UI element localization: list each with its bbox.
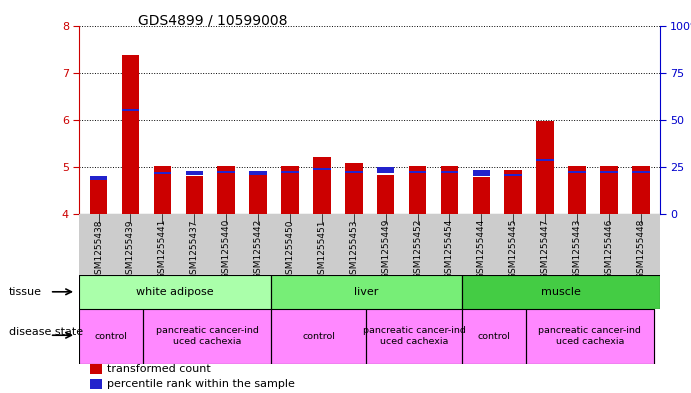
Text: transformed count: transformed count	[107, 364, 211, 375]
Text: GSM1255447: GSM1255447	[540, 219, 549, 279]
Text: control: control	[477, 332, 511, 340]
Bar	[249, 171, 267, 175]
Bar	[366, 309, 462, 364]
Bar	[271, 309, 366, 364]
Text: pancreatic cancer-ind
uced cachexia: pancreatic cancer-ind uced cachexia	[155, 326, 258, 346]
Text: GSM1255452: GSM1255452	[413, 219, 422, 279]
Bar	[409, 171, 426, 173]
Text: disease state: disease state	[9, 327, 83, 337]
Bar	[536, 159, 554, 161]
Bar	[249, 175, 267, 214]
Text: GSM1255443: GSM1255443	[572, 219, 582, 279]
Bar	[313, 157, 330, 214]
Bar	[504, 170, 522, 214]
Text: GSM1255445: GSM1255445	[509, 219, 518, 279]
Bar	[79, 309, 143, 364]
Text: GSM1255446: GSM1255446	[605, 219, 614, 279]
Bar	[185, 171, 203, 175]
Bar	[143, 309, 271, 364]
Text: GSM1255441: GSM1255441	[158, 219, 167, 279]
Bar	[218, 171, 235, 173]
Text: GSM1255437: GSM1255437	[190, 219, 199, 279]
Bar	[345, 171, 363, 173]
Bar	[281, 171, 299, 173]
Bar	[568, 171, 586, 173]
Bar	[281, 166, 299, 214]
Bar	[600, 171, 618, 173]
Text: GSM1255448: GSM1255448	[636, 219, 645, 279]
Text: GSM1255450: GSM1255450	[285, 219, 294, 279]
Bar	[504, 174, 522, 176]
Text: muscle: muscle	[541, 287, 581, 297]
Bar	[526, 309, 654, 364]
Text: GSM1255454: GSM1255454	[445, 219, 454, 279]
Text: GSM1255453: GSM1255453	[349, 219, 358, 279]
Bar	[568, 166, 586, 214]
Bar	[79, 275, 271, 309]
Bar	[536, 121, 554, 214]
Text: GSM1255444: GSM1255444	[477, 219, 486, 279]
Bar	[473, 170, 490, 176]
Bar	[122, 55, 140, 214]
Bar	[271, 275, 462, 309]
Text: pancreatic cancer-ind
uced cachexia: pancreatic cancer-ind uced cachexia	[538, 326, 641, 346]
Bar	[441, 171, 458, 173]
Bar	[473, 177, 490, 214]
Bar	[153, 166, 171, 214]
Text: percentile rank within the sample: percentile rank within the sample	[107, 379, 295, 389]
Bar	[441, 166, 458, 214]
Bar	[90, 180, 107, 214]
Text: GDS4899 / 10599008: GDS4899 / 10599008	[138, 14, 287, 28]
Text: GSM1255442: GSM1255442	[254, 219, 263, 279]
Bar	[218, 166, 235, 214]
Bar	[462, 309, 526, 364]
Bar	[632, 171, 650, 173]
Text: liver: liver	[354, 287, 379, 297]
Text: GSM1255440: GSM1255440	[222, 219, 231, 279]
Text: GSM1255438: GSM1255438	[94, 219, 103, 279]
Bar	[377, 167, 395, 173]
Bar	[153, 172, 171, 174]
Bar	[185, 176, 203, 214]
Text: pancreatic cancer-ind
uced cachexia: pancreatic cancer-ind uced cachexia	[363, 326, 466, 346]
Text: control: control	[95, 332, 128, 340]
Text: GSM1255451: GSM1255451	[317, 219, 326, 279]
Text: white adipose: white adipose	[136, 287, 214, 297]
Text: control: control	[302, 332, 335, 340]
Bar	[600, 166, 618, 214]
Bar	[313, 169, 330, 170]
Bar	[409, 166, 426, 214]
Bar	[632, 166, 650, 214]
Bar	[90, 176, 107, 180]
Bar	[122, 110, 140, 111]
Bar	[462, 275, 660, 309]
Bar	[345, 163, 363, 214]
Text: GSM1255449: GSM1255449	[381, 219, 390, 279]
Text: GSM1255439: GSM1255439	[126, 219, 135, 279]
Text: tissue: tissue	[9, 287, 42, 297]
Bar	[377, 175, 395, 214]
